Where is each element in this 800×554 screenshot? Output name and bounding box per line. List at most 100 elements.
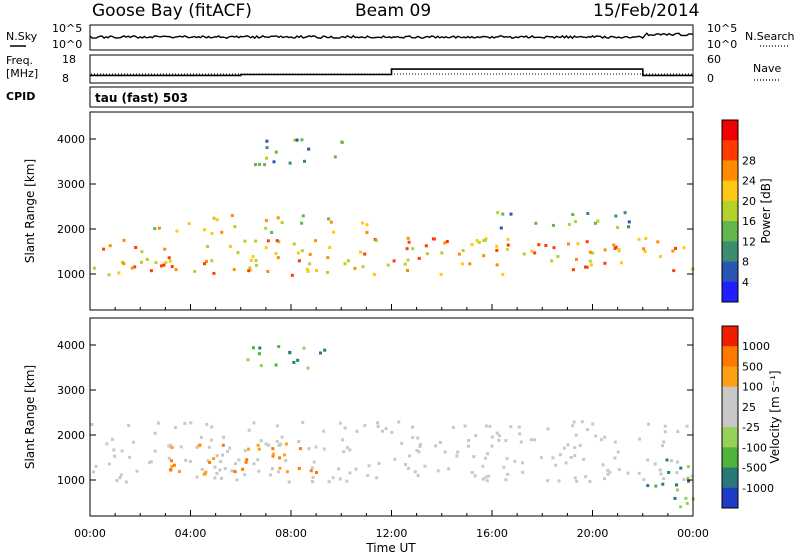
nave-label: Nave [753, 62, 781, 75]
power-echo-point [552, 246, 556, 250]
power-echo-point [682, 246, 686, 250]
velocity-echo-point [685, 501, 689, 505]
power-echo-point [627, 225, 631, 229]
velocity-echo-point [504, 478, 508, 482]
velocity-colorbar-tick: 25 [742, 401, 756, 414]
velocity-data-layer [90, 345, 695, 509]
power-echo-point [140, 260, 143, 264]
power-echo-point [288, 161, 292, 165]
velocity-echo-point [197, 444, 201, 448]
power-echo-point [249, 258, 253, 262]
power-echo-point [586, 212, 590, 215]
velocity-echo-point [646, 458, 650, 462]
power-colorbar-tick: 16 [742, 215, 756, 228]
nsearch-label: N.Search [745, 30, 795, 43]
velocity-echo-point [509, 425, 513, 429]
velocity-echo-point [411, 425, 414, 429]
velocity-echo-point [268, 473, 272, 477]
time-axis-title: Time UT [365, 541, 416, 554]
power-echo-point [477, 240, 481, 244]
power-echo-point [300, 249, 304, 253]
velocity-echo-point [504, 439, 508, 442]
velocity-echo-point [390, 430, 394, 434]
power-echo-point [168, 259, 172, 263]
power-echo-point [613, 246, 617, 250]
power-echo-point [593, 221, 597, 225]
power-echo-point [475, 239, 479, 243]
power-echo-point [122, 262, 126, 266]
velocity-echo-point [115, 479, 119, 483]
velocity-echo-point [626, 471, 630, 475]
power-echo-point [501, 212, 505, 216]
velocity-echo-point [174, 426, 177, 429]
velocity-echo-point [490, 444, 494, 448]
velocity-echo-point [676, 430, 680, 434]
beam-title: Beam 09 [355, 1, 431, 21]
velocity-echo-point [546, 427, 550, 431]
power-echo-point [206, 245, 209, 248]
power-echo-point [187, 222, 191, 226]
power-echo-point [552, 223, 555, 227]
power-echo-point [567, 242, 570, 246]
velocity-echo-point [554, 463, 558, 467]
velocity-echo-point [233, 469, 237, 473]
noise-tick-top-right: 10^5 [707, 22, 737, 35]
velocity-echo-point [505, 457, 509, 461]
velocity-echo-point [120, 449, 124, 453]
velocity-echo-point [573, 446, 577, 450]
velocity-echo-point [127, 424, 131, 427]
velocity-echo-point [200, 467, 204, 471]
velocity-echo-point [287, 480, 291, 484]
power-echo-point [102, 247, 106, 251]
velocity-echo-point [574, 433, 578, 437]
velocity-colorbar-swatch [722, 326, 738, 347]
velocity-echo-point [467, 439, 470, 442]
power-echo-point [361, 265, 365, 269]
velocity-colorbar-swatch [722, 427, 738, 448]
velocity-echo-point [670, 459, 673, 463]
velocity-echo-point [616, 450, 620, 454]
power-echo-point [265, 146, 269, 150]
power-echo-point [425, 252, 429, 256]
velocity-echo-point [473, 474, 477, 478]
power-echo-point [407, 240, 411, 244]
velocity-echo-point [637, 471, 641, 475]
velocity-echo-point [285, 470, 289, 474]
power-echo-point [307, 147, 311, 151]
velocity-echo-point [168, 445, 172, 448]
power-echo-point [327, 217, 331, 221]
power-echo-point [297, 259, 301, 263]
power-echo-point [445, 240, 449, 243]
velocity-echo-point [354, 467, 358, 471]
power-colorbar-swatch [722, 200, 738, 222]
velocity-echo-point [470, 471, 474, 474]
velocity-echo-point [275, 439, 279, 443]
velocity-echo-point [653, 462, 657, 466]
power-colorbar-label: Power [dB] [759, 178, 773, 243]
power-echo-point [157, 226, 161, 230]
velocity-echo-point [685, 424, 689, 428]
power-echo-point [140, 250, 144, 254]
power-colorbar-tick: 4 [742, 276, 749, 289]
velocity-echo-point [474, 434, 478, 437]
velocity-colorbar-swatch [722, 467, 738, 489]
velocity-echo-point [613, 456, 617, 460]
power-echo-point [300, 138, 304, 142]
power-colorbar-swatch [722, 241, 738, 263]
power-echo-point [272, 160, 276, 164]
station-title: Goose Bay (fitACF) [92, 1, 252, 21]
power-colorbar-swatch [722, 140, 738, 161]
velocity-echo-point [481, 464, 485, 468]
power-yticks: 1000 2000 3000 4000 [57, 133, 693, 281]
velocity-echo-point [521, 461, 524, 465]
velocity-echo-point [345, 446, 349, 450]
power-echo-point [315, 269, 318, 272]
velocity-echo-point [676, 460, 679, 464]
velocity-echo-point [558, 453, 562, 457]
power-echo-point [468, 262, 472, 266]
power-echo-point [672, 269, 676, 273]
power-echo-point [406, 269, 409, 272]
noise-panel-frame [89, 24, 694, 51]
power-echo-point [571, 213, 575, 216]
velocity-echo-point [375, 476, 379, 480]
